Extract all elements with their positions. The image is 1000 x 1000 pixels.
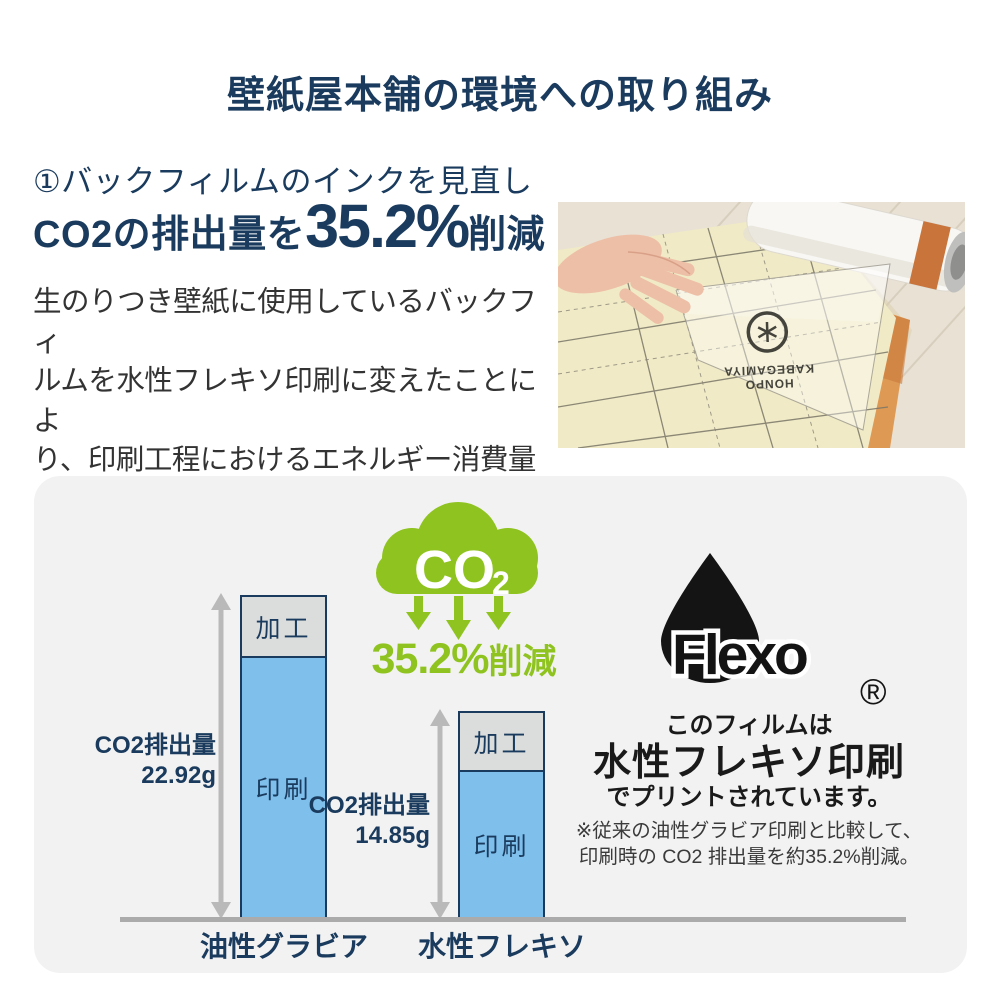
baseline-axis [120,917,906,922]
transparent-film: KABEGAMIYA HONPO [675,263,891,431]
measure-arrow-icon [211,593,231,919]
headline-suffix: 削減 [468,214,546,256]
flexo-footnote-line1: ※従来の油性グラビア印刷と比較して、 [575,820,923,842]
co2-reduction-headline: CO2の排出量を 35.2% 削減 [33,196,545,258]
description-line: 生のりつき壁紙に使用しているバックフィ [33,286,537,358]
bar-flexo: 加工 印刷 [458,711,545,919]
reduction-suffix: 削減 [488,643,557,681]
segment-label: 印刷 [473,832,530,861]
infographic-panel: CO 2 35.2% 削減 加工 [34,476,967,973]
segment-label: 加工 [473,729,530,758]
amount-value: 22.92g [141,762,216,789]
flexo-caption-line3: でプリントされています。 [606,784,892,811]
cloud-co-text: CO [414,540,495,600]
bar-flexo-printing-segment: 印刷 [460,772,543,917]
bar-gravure: 加工 印刷 [240,595,327,919]
amount-title: CO2排出量 [94,732,216,759]
section-heading: ①バックフィルムのインクを見直し [33,164,533,199]
measure-arrow-icon [430,709,450,919]
bar-flexo-processing-segment: 加工 [460,713,543,772]
amount-value: 14.85g [355,822,430,849]
description-line: り、印刷工程におけるエネルギー消費量 [33,444,536,476]
amount-label-gravure: CO2排出量 22.92g [74,731,216,791]
hand [558,234,704,324]
photo-illustration: KABEGAMIYA HONPO [558,202,965,448]
cloud-sub2-text: 2 [492,565,510,601]
flexo-footnote-line2: 印刷時の CO2 排出量を約35.2%削減。 [578,846,920,868]
bar-gravure-processing-segment: 加工 [242,597,325,658]
segment-label: 印刷 [255,775,312,804]
film-brand-text: HONPO [744,376,793,392]
flexo-caption-line1: このフィルムは [665,712,833,739]
page-title: 壁紙屋本舗の環境への取り組み [226,75,773,117]
co2-cloud-icon: CO 2 [376,502,538,640]
reduction-label: 35.2% 削減 [334,634,594,684]
reduction-percent: 35.2% [371,635,490,683]
film-brand-text: KABEGAMIYA [723,361,814,378]
product-photo: KABEGAMIYA HONPO [558,202,965,448]
registered-mark: ® [860,671,887,712]
amount-label-flexo: CO2排出量 14.85g [288,791,430,851]
flexo-caption-line2: 水性フレキソ印刷 [592,742,905,784]
amount-title: CO2排出量 [308,792,430,819]
category-label-gravure: 油性グラビア [199,931,368,962]
description-line: ルムを水性フレキソ印刷に変えたことによ [33,365,537,437]
bar-gravure-printing-segment: 印刷 [242,658,325,917]
headline-percent: 35.2% [305,192,470,260]
segment-label: 加工 [255,614,312,643]
flexo-logo-text: Flexo [672,623,807,687]
droplet-icon [661,553,759,683]
headline-prefix: CO2の排出量を [33,214,306,256]
flexo-logo: Flexo ® [661,553,887,712]
wallpaper-roll [743,202,965,293]
category-label-flexo: 水性フレキソ [417,931,586,962]
